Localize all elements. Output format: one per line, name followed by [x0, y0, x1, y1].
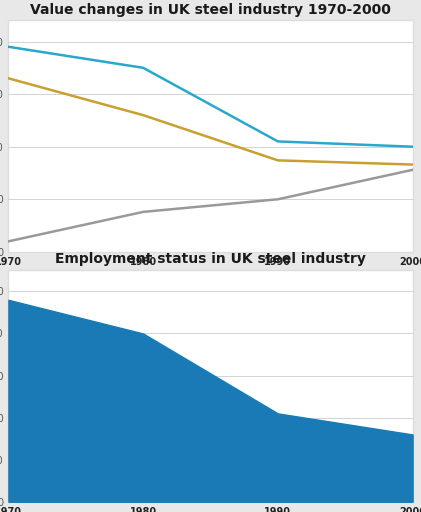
Title: Employment status in UK steel industry: Employment status in UK steel industry — [55, 252, 366, 266]
Legend: Total UK demand, UK production, Import: Total UK demand, UK production, Import — [58, 293, 363, 311]
Title: Value changes in UK steel industry 1970-2000: Value changes in UK steel industry 1970-… — [30, 3, 391, 16]
